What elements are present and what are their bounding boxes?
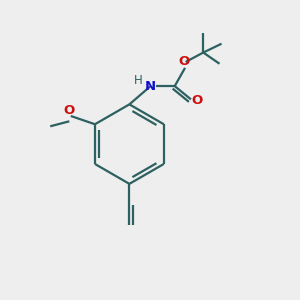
Text: N: N (145, 80, 156, 93)
Text: H: H (134, 74, 142, 87)
Text: O: O (192, 94, 203, 107)
Text: O: O (64, 104, 75, 117)
Text: O: O (178, 55, 190, 68)
